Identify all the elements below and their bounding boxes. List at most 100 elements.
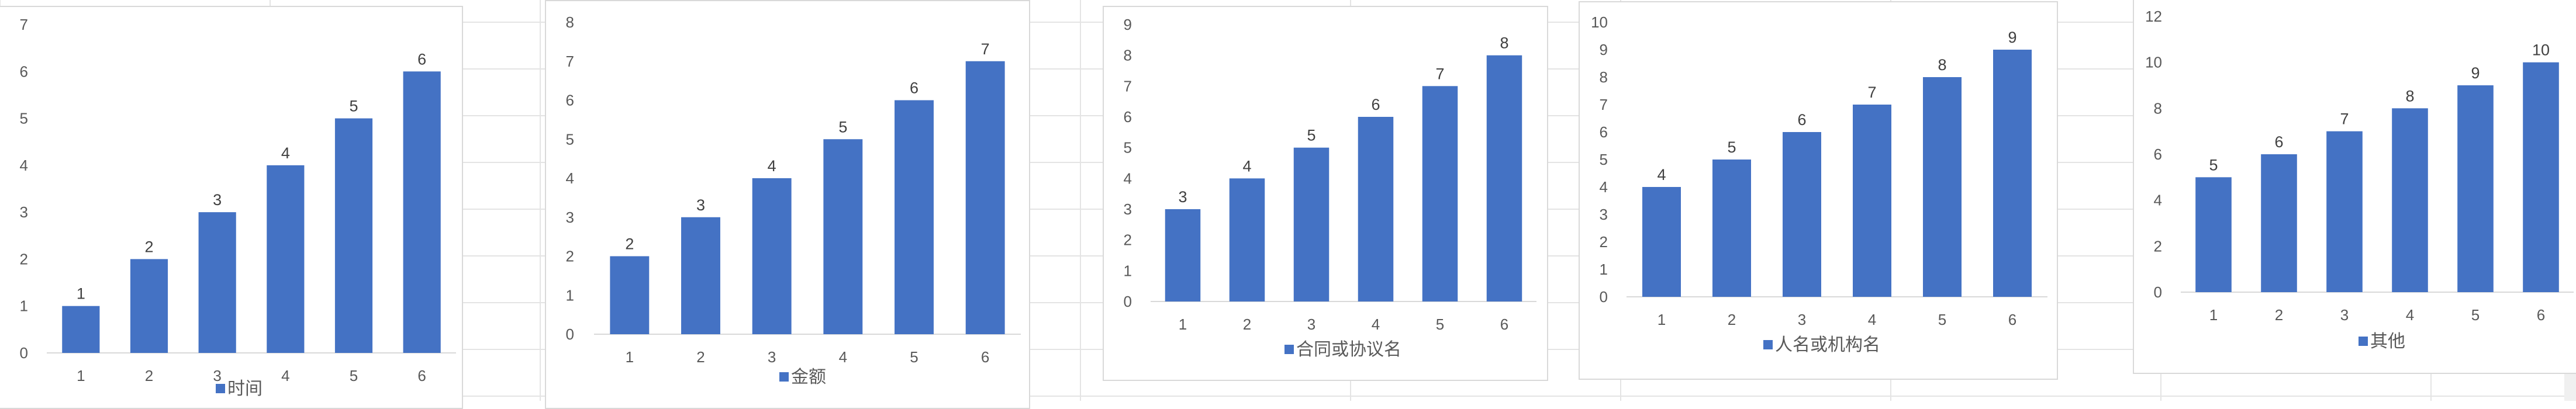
x-tick-label: 6	[2537, 306, 2545, 324]
x-tick-label: 5	[350, 367, 358, 384]
x-tick-label: 2	[145, 367, 153, 384]
y-tick-label: 4	[20, 157, 28, 174]
y-tick-label: 10	[2145, 54, 2162, 71]
x-tick-label: 3	[2340, 306, 2349, 324]
y-tick-label: 0	[566, 325, 574, 343]
bar	[1486, 55, 1522, 302]
y-tick-label: 8	[566, 13, 574, 31]
data-label: 6	[910, 79, 918, 97]
x-tick-label: 2	[696, 348, 705, 366]
data-label: 4	[281, 144, 290, 162]
chart-panel-time[interactable]: 0 1 2 3 4 5 6 7 1 1 2 2 3 3 4 4 5 5 6 6 时间	[0, 6, 463, 409]
chart-panel-contract-name[interactable]: 0 1 2 3 4 5 6 7 8 9 3 1 4 2 5 3 6 4 7 5 8 6 合同或协议名	[1103, 6, 1548, 381]
x-tick-label: 5	[2471, 306, 2480, 324]
y-tick-label: 2	[2154, 237, 2162, 255]
bar	[1993, 50, 2032, 297]
x-tick-label: 2	[2275, 306, 2283, 324]
x-tick-label: 2	[1728, 311, 1736, 328]
y-tick-label: 0	[1600, 288, 1608, 306]
data-label: 5	[2209, 156, 2218, 174]
y-tick-label: 2	[1600, 233, 1608, 251]
y-tick-label: 1	[20, 297, 28, 315]
bar	[610, 256, 650, 334]
x-tick-label: 1	[2209, 306, 2218, 324]
y-tick-label: 3	[566, 209, 574, 226]
bar	[965, 61, 1005, 334]
data-label: 8	[1500, 34, 1508, 52]
y-tick-label: 8	[1124, 47, 1132, 64]
y-tick-label: 6	[1600, 123, 1608, 141]
data-label: 5	[838, 118, 847, 136]
data-label: 4	[1657, 166, 1666, 183]
x-tick-label: 1	[1179, 316, 1187, 333]
x-tick-label: 3	[768, 348, 776, 366]
x-tick-label: 1	[77, 367, 85, 384]
y-tick-label: 7	[1600, 96, 1608, 113]
bar	[62, 306, 100, 353]
y-tick-label: 8	[1600, 68, 1608, 86]
legend-swatch	[779, 372, 789, 382]
y-tick-label: 7	[1124, 77, 1132, 95]
bar-chart-time: 0 1 2 3 4 5 6 7 1 1 2 2 3 3 4 4 5 5 6 6 时间	[20, 16, 456, 399]
x-tick-label: 6	[981, 348, 989, 366]
data-label: 1	[77, 285, 85, 303]
bar	[1165, 209, 1201, 301]
bar	[2326, 131, 2363, 292]
bar-chart-amount: 0 1 2 3 4 5 6 7 8 2 1 3 2 4 3 5 4 6 5 7 6 金额	[566, 13, 1021, 387]
y-tick-label: 7	[20, 16, 28, 33]
bar-chart-person-org: 0 1 2 3 4 5 6 7 8 9 10 4 1 5 2 6 3 7 4 8 5 9 6 人名或机构名	[1591, 13, 2047, 355]
data-label: 5	[349, 98, 358, 115]
y-tick-label: 3	[20, 203, 28, 221]
x-tick-label: 1	[1658, 311, 1666, 328]
bar	[130, 259, 168, 353]
bar	[403, 71, 441, 353]
x-tick-label: 3	[1798, 311, 1806, 328]
bar	[2195, 177, 2232, 292]
chart-panel-amount[interactable]: 0 1 2 3 4 5 6 7 8 2 1 3 2 4 3 5 4 6 5 7 6 金额	[545, 0, 1030, 409]
y-tick-label: 1	[566, 286, 574, 304]
bar	[1923, 77, 1962, 297]
y-tick-label: 6	[566, 92, 574, 109]
data-label: 5	[1727, 138, 1736, 156]
x-tick-label: 5	[1436, 316, 1444, 333]
x-tick-label: 5	[1938, 311, 1946, 328]
legend-swatch	[216, 384, 225, 393]
y-tick-label: 4	[566, 169, 574, 187]
bar	[2392, 108, 2428, 293]
data-label: 9	[2008, 29, 2016, 46]
legend-label: 其他	[2370, 331, 2405, 352]
data-label: 7	[2340, 110, 2349, 128]
chart-panel-person-org[interactable]: 0 1 2 3 4 5 6 7 8 9 10 4 1 5 2 6 3 7 4 8 5 9 6 人名或机构名	[1579, 1, 2058, 380]
legend-label: 人名或机构名	[1775, 335, 1880, 355]
bar	[2457, 85, 2494, 292]
y-tick-label: 8	[2154, 99, 2162, 117]
bar	[1229, 178, 1265, 301]
data-label: 3	[1178, 188, 1187, 206]
bar	[334, 118, 373, 353]
chart-panel-other[interactable]: 0 2 4 6 8 10 12 5 1 6 2 7 3 8 4 9 5 10 6 其他	[2133, 0, 2576, 374]
data-label: 2	[625, 235, 634, 253]
data-label: 4	[1242, 157, 1251, 175]
y-tick-label: 1	[1124, 262, 1132, 279]
data-label: 10	[2532, 41, 2550, 59]
y-tick-label: 0	[1124, 293, 1132, 310]
x-tick-label: 4	[2406, 306, 2414, 324]
data-label: 9	[2471, 64, 2480, 82]
bar	[2523, 62, 2559, 293]
x-tick-label: 6	[417, 367, 426, 384]
y-tick-label: 5	[20, 110, 28, 127]
y-tick-label: 3	[1600, 206, 1608, 223]
y-tick-label: 9	[1124, 16, 1132, 33]
y-tick-label: 4	[1124, 169, 1132, 187]
legend-swatch	[2359, 337, 2368, 346]
data-label: 5	[1307, 127, 1315, 144]
y-tick-label: 9	[1600, 41, 1608, 58]
bar	[1293, 147, 1330, 301]
x-tick-label: 1	[626, 348, 634, 366]
data-label: 6	[1371, 96, 1380, 113]
y-tick-label: 0	[20, 344, 28, 362]
bar	[752, 178, 792, 334]
y-tick-label: 6	[1124, 108, 1132, 126]
data-label: 7	[1867, 84, 1876, 101]
data-label: 3	[696, 196, 705, 214]
